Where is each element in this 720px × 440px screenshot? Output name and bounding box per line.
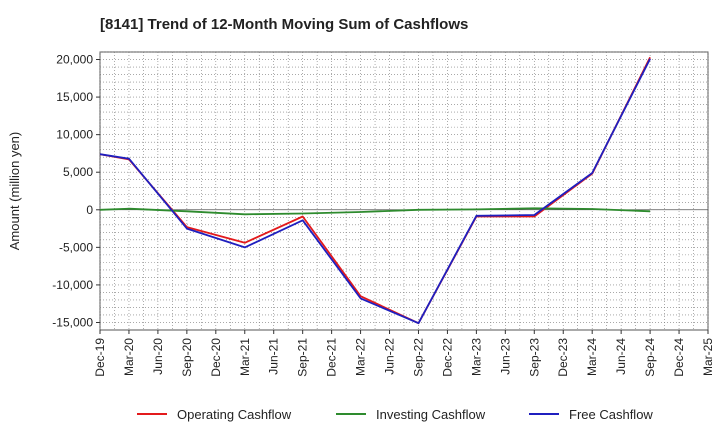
free-cashflow-line <box>99 58 651 325</box>
x-tick-label: Jun-22 <box>383 338 397 375</box>
x-tick-label: Dec-20 <box>209 338 223 377</box>
y-tick-label: 10,000 <box>56 128 93 142</box>
y-tick-label: 5,000 <box>63 165 93 179</box>
x-tick-label: Dec-21 <box>325 338 339 377</box>
x-tick-label: Jun-23 <box>498 338 512 375</box>
series-lines <box>99 56 651 325</box>
x-tick-label: Dec-23 <box>556 338 570 377</box>
x-tick-label: Mar-20 <box>122 338 136 376</box>
x-tick-label: Mar-21 <box>238 338 252 376</box>
y-tick-label: 0 <box>86 203 93 217</box>
legend-label-operating-cashflow: Operating Cashflow <box>177 407 292 422</box>
legend-label-investing-cashflow: Investing Cashflow <box>376 407 486 422</box>
x-tick-label: Sep-23 <box>527 338 541 377</box>
x-tick-label: Jun-24 <box>614 338 628 375</box>
x-tick-label: Mar-23 <box>469 338 483 376</box>
investing-cashflow-line <box>99 207 651 216</box>
x-tick-label: Sep-20 <box>180 338 194 377</box>
x-tick-label: Jun-20 <box>151 338 165 375</box>
x-tick-label: Mar-25 <box>701 338 715 376</box>
chart-title: [8141] Trend of 12-Month Moving Sum of C… <box>100 16 468 33</box>
x-tick-label: Dec-22 <box>440 338 454 377</box>
x-tick-label: Sep-21 <box>296 338 310 377</box>
legend-label-free-cashflow: Free Cashflow <box>569 407 653 422</box>
x-tick-label: Jun-21 <box>267 338 281 375</box>
y-tick-label: 15,000 <box>56 90 93 104</box>
x-tick-label: Mar-24 <box>585 338 599 376</box>
y-tick-label: 20,000 <box>56 53 93 67</box>
y-tick-label: -5,000 <box>59 240 93 254</box>
y-tick-label: -10,000 <box>52 278 93 292</box>
x-tick-label: Mar-22 <box>354 338 368 376</box>
x-tick-label: Dec-19 <box>93 338 107 377</box>
grid-lines <box>99 51 709 330</box>
y-axis-ticks: -15,000 -10,000 -5,000 0 5,000 10,000 15,000 20… <box>52 53 100 329</box>
x-tick-label: Sep-24 <box>643 338 657 377</box>
y-tick-label: -15,000 <box>52 315 93 329</box>
y-axis-label: Amount (million yen) <box>7 132 22 251</box>
legend: Operating Cashflow Investing Cashflow Free… <box>137 407 653 422</box>
x-tick-label: Dec-24 <box>672 338 686 377</box>
x-tick-label: Sep-22 <box>411 338 425 377</box>
x-axis-ticks: Dec-19 Mar-20 Jun-20 Sep-20 Dec-20 Mar-21 Jun-… <box>93 330 715 377</box>
